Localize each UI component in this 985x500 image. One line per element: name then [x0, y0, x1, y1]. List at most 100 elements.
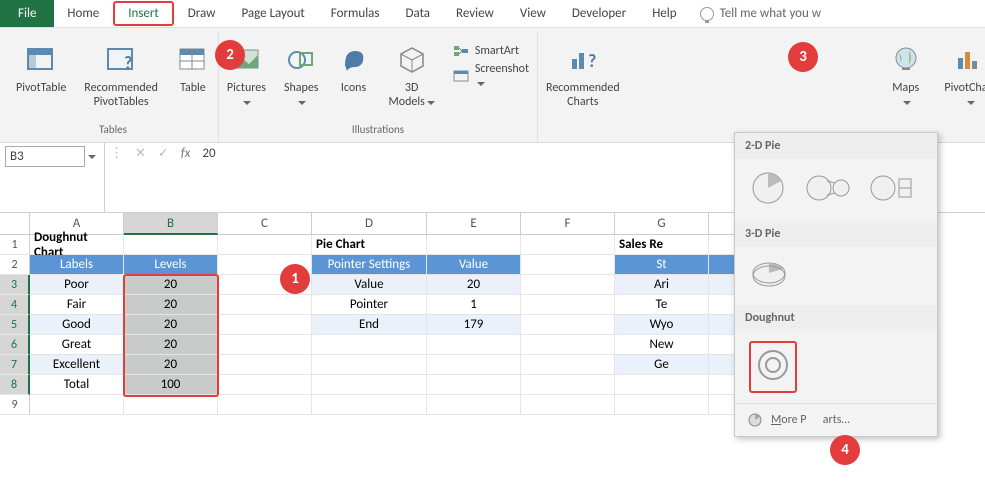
tab-data[interactable]: Data	[393, 0, 444, 27]
row-num-6[interactable]: 6	[0, 335, 30, 355]
cell-C9[interactable]	[218, 395, 312, 415]
cell-F9[interactable]	[521, 395, 615, 415]
tab-formulas[interactable]: Formulas	[318, 0, 393, 27]
cell-G8[interactable]	[615, 375, 709, 395]
cell-B8[interactable]: 100	[124, 375, 218, 395]
cell-D1[interactable]: Pie Chart	[312, 235, 427, 255]
cell-F6[interactable]	[521, 335, 615, 355]
cell-F5[interactable]	[521, 315, 615, 335]
cell-A7[interactable]: Excellent	[30, 355, 124, 375]
cell-B7[interactable]: 20	[124, 355, 218, 375]
col-E[interactable]: E	[427, 213, 521, 235]
cell-E1[interactable]	[427, 235, 521, 255]
doughnut-option[interactable]	[749, 341, 797, 393]
shapes-button[interactable]: Shapes	[284, 37, 319, 110]
cell-C4[interactable]	[218, 295, 312, 315]
cell-E7[interactable]	[427, 355, 521, 375]
fx-confirm-icon[interactable]: ✓	[158, 146, 169, 161]
cell-E9[interactable]	[427, 395, 521, 415]
col-F[interactable]: F	[521, 213, 615, 235]
cell-E4[interactable]: 1	[427, 295, 521, 315]
col-D[interactable]: D	[312, 213, 427, 235]
row-num-9[interactable]: 9	[0, 395, 30, 415]
tab-developer[interactable]: Developer	[559, 0, 639, 27]
cell-D9[interactable]	[312, 395, 427, 415]
tab-insert[interactable]: Insert	[113, 1, 174, 26]
cell-D8[interactable]	[312, 375, 427, 395]
fx-cancel-icon[interactable]: ✕	[135, 146, 146, 161]
icons-button[interactable]: Icons	[337, 37, 371, 95]
cell-G2[interactable]: St	[615, 255, 709, 275]
row-num-4[interactable]: 4	[0, 295, 30, 315]
cell-D4[interactable]: Pointer	[312, 295, 427, 315]
cell-F3[interactable]	[521, 275, 615, 295]
more-pie-charts[interactable]: More P arts…	[735, 403, 937, 436]
cell-A9[interactable]	[30, 395, 124, 415]
formula-value[interactable]: 20	[202, 146, 215, 161]
cell-G9[interactable]	[615, 395, 709, 415]
cell-A5[interactable]: Good	[30, 315, 124, 335]
smartart-button[interactable]: SmartArt	[453, 43, 519, 59]
pivotchart-button[interactable]: PivotChart	[941, 37, 985, 110]
cell-G4[interactable]: Te	[615, 295, 709, 315]
cell-G7[interactable]: Ge	[615, 355, 709, 375]
cell-G5[interactable]: Wyo	[615, 315, 709, 335]
cell-B9[interactable]	[124, 395, 218, 415]
cell-G3[interactable]: Ari	[615, 275, 709, 295]
cell-E5[interactable]: 179	[427, 315, 521, 335]
col-B[interactable]: B	[124, 213, 218, 235]
3d-models-button[interactable]: 3D Models	[389, 37, 435, 110]
tab-file[interactable]: File	[0, 0, 54, 27]
pie-2d-option[interactable]	[749, 169, 787, 211]
cell-C7[interactable]	[218, 355, 312, 375]
cell-B1[interactable]	[124, 235, 218, 255]
recommended-charts-button[interactable]: ? Recommended Charts	[546, 37, 620, 110]
cell-C8[interactable]	[218, 375, 312, 395]
tab-review[interactable]: Review	[443, 0, 507, 27]
fx-icon[interactable]: fx	[181, 146, 191, 161]
cell-E8[interactable]	[427, 375, 521, 395]
cell-A1[interactable]: Doughnut Chart	[30, 235, 124, 255]
pie-of-pie-option[interactable]	[805, 169, 851, 211]
row-num-2[interactable]: 2	[0, 255, 30, 275]
cell-C5[interactable]	[218, 315, 312, 335]
cell-B3[interactable]: 20	[124, 275, 218, 295]
cell-D2[interactable]: Pointer Settings	[312, 255, 427, 275]
tab-home[interactable]: Home	[54, 0, 112, 27]
row-num-1[interactable]: 1	[0, 235, 30, 255]
cell-D7[interactable]	[312, 355, 427, 375]
bar-of-pie-option[interactable]	[869, 169, 915, 211]
tab-view[interactable]: View	[507, 0, 559, 27]
cell-G1[interactable]: Sales Re	[615, 235, 709, 255]
cell-A6[interactable]: Great	[30, 335, 124, 355]
cell-E3[interactable]: 20	[427, 275, 521, 295]
col-C[interactable]: C	[218, 213, 312, 235]
table-button[interactable]: Table	[176, 37, 210, 95]
maps-button[interactable]: Maps	[888, 37, 923, 110]
cell-D6[interactable]	[312, 335, 427, 355]
cell-A4[interactable]: Fair	[30, 295, 124, 315]
cell-C6[interactable]	[218, 335, 312, 355]
cell-A2[interactable]: Labels	[30, 255, 124, 275]
cell-D3[interactable]: Value	[312, 275, 427, 295]
cell-G6[interactable]: New	[615, 335, 709, 355]
name-box-dropdown-icon[interactable]	[88, 155, 96, 159]
cell-B2[interactable]: Levels	[124, 255, 218, 275]
tell-me[interactable]: Tell me what you w	[690, 0, 832, 27]
row-num-7[interactable]: 7	[0, 355, 30, 375]
cell-E6[interactable]	[427, 335, 521, 355]
fx-menu-icon[interactable]: ⋮	[110, 146, 123, 161]
row-num-5[interactable]: 5	[0, 315, 30, 335]
cell-A8[interactable]: Total	[30, 375, 124, 395]
pie-3d-option[interactable]	[749, 257, 789, 295]
select-all-corner[interactable]	[0, 213, 30, 235]
cell-B4[interactable]: 20	[124, 295, 218, 315]
tab-help[interactable]: Help	[639, 0, 689, 27]
recommended-pivottables-button[interactable]: ? Recommended PivotTables	[84, 37, 158, 110]
cell-F4[interactable]	[521, 295, 615, 315]
cell-B5[interactable]: 20	[124, 315, 218, 335]
name-box[interactable]	[0, 143, 105, 212]
cell-F1[interactable]	[521, 235, 615, 255]
row-num-8[interactable]: 8	[0, 375, 30, 395]
cell-E2[interactable]: Value	[427, 255, 521, 275]
